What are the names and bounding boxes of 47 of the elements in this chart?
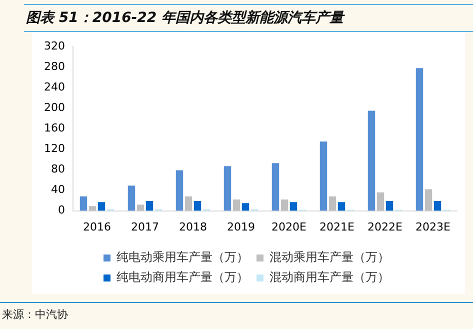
y-tick-label: 280 xyxy=(44,60,65,73)
x-tick-label: 2019 xyxy=(227,220,255,234)
bar xyxy=(242,203,250,211)
legend-label: 混动商用车产量（万） xyxy=(270,270,390,284)
y-tick-label: 240 xyxy=(44,80,65,94)
source-note: 来源：中汽协 xyxy=(2,307,69,322)
bar xyxy=(224,166,232,211)
legend-label: 纯电动乘用车产量（万） xyxy=(116,250,248,264)
bar xyxy=(80,196,88,211)
bar xyxy=(386,201,394,211)
legend-label: 混动乘用车产量（万） xyxy=(270,250,390,264)
bar xyxy=(136,204,144,211)
y-tick-label: 0 xyxy=(58,204,65,217)
y-tick-label: 80 xyxy=(50,162,65,176)
bar xyxy=(272,163,280,211)
y-tick-label: 160 xyxy=(44,122,65,135)
bar xyxy=(128,186,136,211)
bar xyxy=(280,200,288,211)
legend-label: 纯电动商用车产量（万） xyxy=(116,270,248,284)
bar xyxy=(98,202,106,211)
bar xyxy=(416,68,424,211)
bar xyxy=(368,110,376,211)
bar xyxy=(328,196,336,211)
bar xyxy=(88,206,96,211)
chart-title: 图表 51：2016-22 年国内各类型新能源汽车产量 xyxy=(26,9,344,27)
x-tick-label: 2020E xyxy=(272,220,307,234)
x-tick-label: 2023E xyxy=(416,220,451,234)
y-tick-label: 40 xyxy=(50,183,65,196)
bar xyxy=(376,192,384,211)
x-tick-label: 2021E xyxy=(320,220,355,234)
x-tick-label: 2017 xyxy=(130,220,159,234)
bar xyxy=(320,142,328,211)
bar xyxy=(338,202,346,211)
x-tick-label: 2022E xyxy=(368,220,403,234)
bar xyxy=(146,201,154,211)
bar xyxy=(194,201,202,211)
y-tick-label: 200 xyxy=(44,101,65,114)
bar xyxy=(176,170,184,211)
bar xyxy=(232,200,240,211)
bar xyxy=(184,196,192,211)
x-tick-label: 2016 xyxy=(82,220,111,234)
y-tick-label: 320 xyxy=(44,39,65,52)
bar xyxy=(424,189,432,211)
bar xyxy=(290,202,298,211)
x-tick-label: 2018 xyxy=(178,220,207,234)
bar xyxy=(434,201,442,211)
y-tick-label: 120 xyxy=(44,142,65,156)
